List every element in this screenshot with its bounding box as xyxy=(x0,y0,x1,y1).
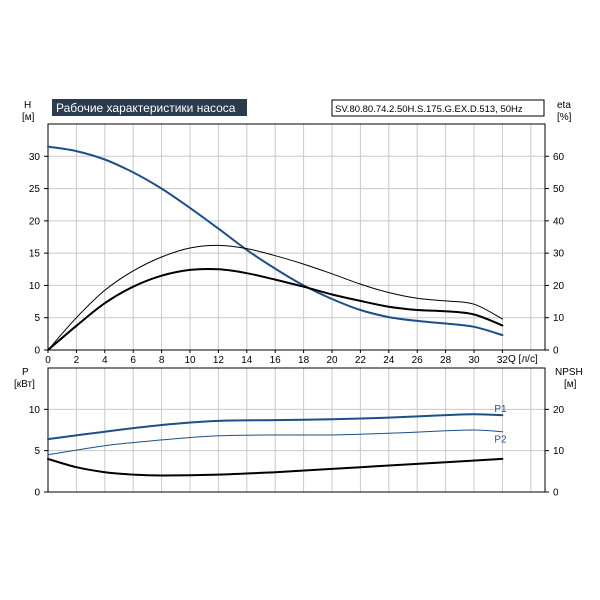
title-box xyxy=(52,99,247,116)
series-label-p2: P2 xyxy=(494,435,507,446)
bottom-left-axis-name: P xyxy=(22,367,29,378)
bottom-right-tick-label: 10 xyxy=(553,446,565,457)
top-x-tick-label: 26 xyxy=(412,355,424,366)
top-x-tick-label: 0 xyxy=(45,355,51,366)
top-right-axis-unit: [%] xyxy=(557,112,572,123)
top-x-tick-label: 2 xyxy=(74,355,80,366)
top-right-axis-name: eta xyxy=(557,100,571,111)
bottom-left-tick-label: 0 xyxy=(34,488,40,499)
top-x-tick-label: 14 xyxy=(241,355,253,366)
top-x-tick-label: 6 xyxy=(130,355,136,366)
bottom-left-tick-label: 10 xyxy=(29,405,41,416)
bottom-plot: 0 5 10 0 10 20 P1 P2 xyxy=(29,367,565,499)
bottom-right-tick-label: 20 xyxy=(553,405,565,416)
top-right-tick-label: 50 xyxy=(553,184,565,195)
bottom-left-tick-label: 5 xyxy=(34,446,40,457)
top-x-tick-label: 10 xyxy=(184,355,196,366)
top-x-tick-label: 12 xyxy=(213,355,225,366)
top-left-axis-name: H xyxy=(24,100,31,111)
top-x-tick-label: 28 xyxy=(440,355,452,366)
top-series-line-1 xyxy=(47,244,503,351)
top-right-tick-label: 40 xyxy=(553,216,565,227)
top-left-tick-label: 25 xyxy=(29,184,41,195)
bottom-right-axis-unit: [м] xyxy=(564,379,577,390)
top-x-tick-label: 4 xyxy=(102,355,108,366)
top-x-tick-label: 24 xyxy=(383,355,395,366)
top-x-tick-label: 30 xyxy=(468,355,480,366)
bottom-right-tick-label: 0 xyxy=(553,488,559,499)
x-axis-label: Q [л/с] xyxy=(508,354,538,365)
top-left-tick-label: 5 xyxy=(34,313,40,324)
top-left-axis-unit: [м] xyxy=(22,112,35,123)
top-left-tick-label: 0 xyxy=(34,346,40,357)
top-x-tick-label: 16 xyxy=(270,355,282,366)
top-left-tick-label: 10 xyxy=(29,281,41,292)
top-right-tick-label: 20 xyxy=(553,281,565,292)
model-box xyxy=(331,99,545,117)
top-series-line-0 xyxy=(47,145,504,337)
top-series-line-2 xyxy=(47,267,504,351)
top-left-tick-label: 30 xyxy=(29,152,41,163)
top-right-tick-label: 0 xyxy=(553,346,559,357)
top-right-tick-label: 30 xyxy=(553,249,565,260)
top-right-tick-label: 60 xyxy=(553,152,565,163)
top-x-tick-label: 20 xyxy=(326,355,338,366)
top-x-tick-label: 8 xyxy=(159,355,165,366)
top-right-tick-label: 10 xyxy=(553,313,565,324)
top-x-tick-label: 32 xyxy=(497,355,509,366)
top-left-tick-label: 20 xyxy=(29,216,41,227)
top-x-tick-label: 22 xyxy=(355,355,367,366)
bottom-series-line-1 xyxy=(47,429,503,456)
bottom-left-axis-unit: [кВт] xyxy=(14,379,35,390)
model-label: SV.80.80.74.2.50H.S.175.G.EX.D.513, 50Hz xyxy=(335,104,523,115)
top-x-tick-label: 18 xyxy=(298,355,310,366)
top-left-tick-label: 15 xyxy=(29,249,41,260)
bottom-plot-frame xyxy=(47,367,546,493)
bottom-series-line-0 xyxy=(47,413,504,441)
bottom-series-line-2 xyxy=(47,457,504,477)
chart-title: Рабочие характеристики насоса xyxy=(56,101,236,115)
series-label-p1: P1 xyxy=(494,404,507,415)
bottom-right-axis-name: NPSH xyxy=(555,367,583,378)
top-plot-frame xyxy=(47,123,546,351)
